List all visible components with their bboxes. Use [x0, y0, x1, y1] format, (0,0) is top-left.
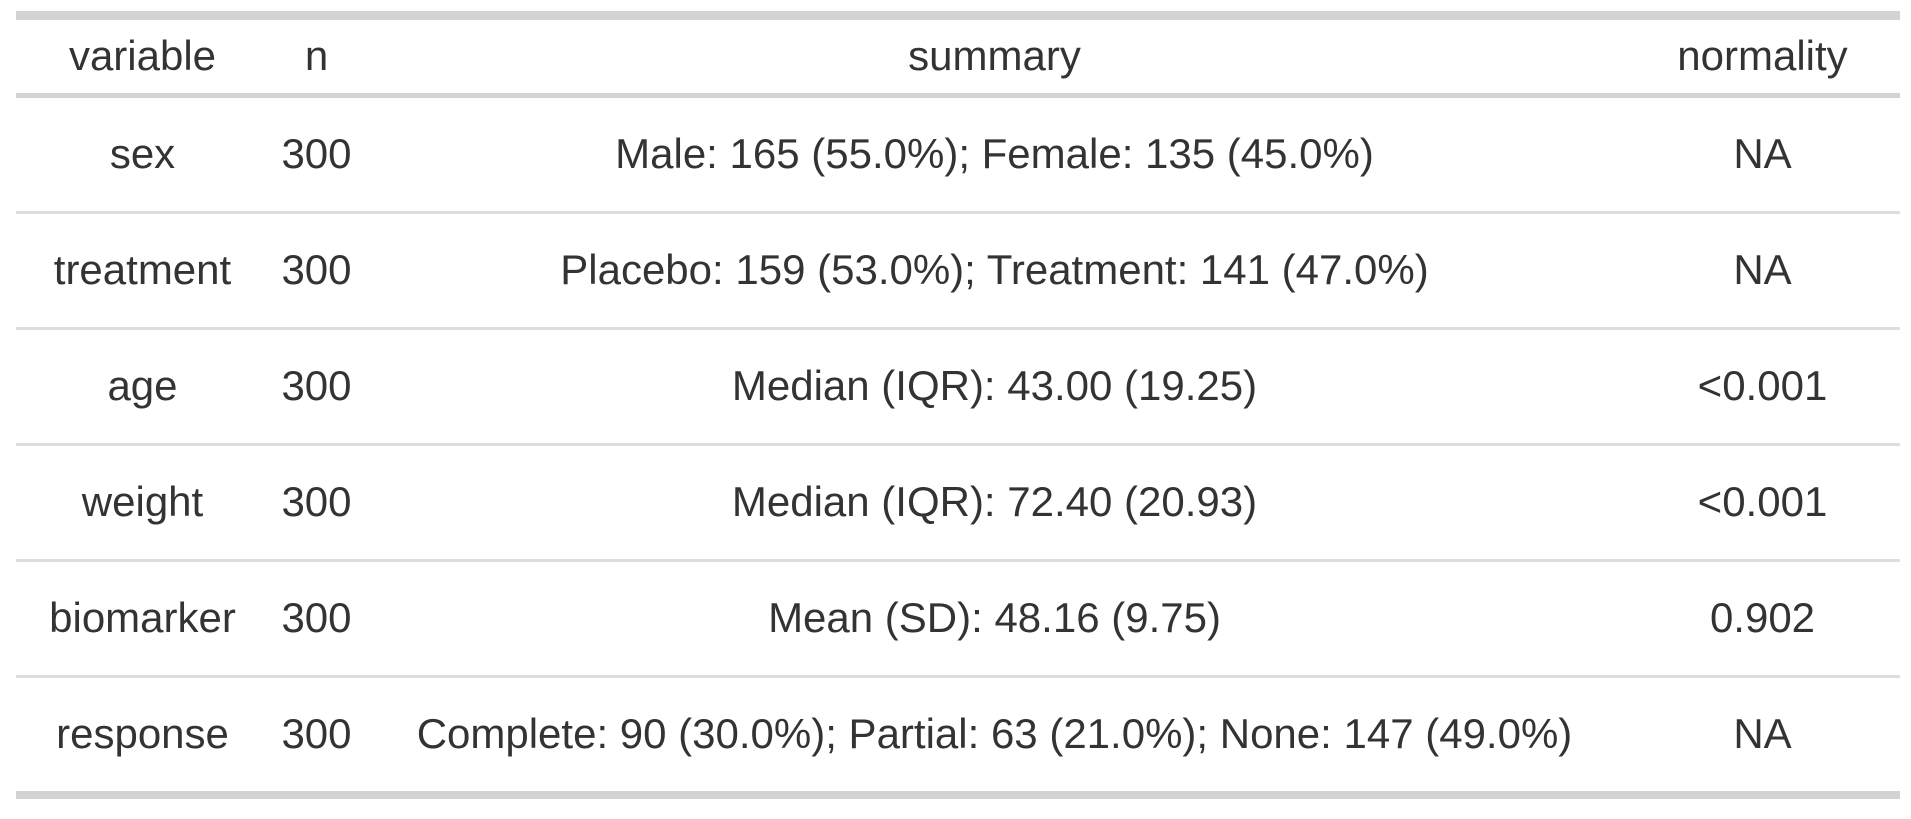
cell-n: 300 — [281, 478, 352, 526]
column-header-normality: normality — [1677, 32, 1848, 80]
cell-variable: weight — [81, 478, 204, 526]
cell-normality: NA — [1733, 130, 1792, 178]
cell-summary: Median (IQR): 43.00 (19.25) — [731, 362, 1258, 410]
cell-summary: Male: 165 (55.0%); Female: 135 (45.0%) — [615, 130, 1374, 178]
table-row: sex 300 Male: 165 (55.0%); Female: 135 (… — [16, 96, 1900, 213]
cell-summary: Median (IQR): 72.40 (20.93) — [731, 478, 1258, 526]
column-header-summary: summary — [908, 32, 1081, 80]
table-row: age 300 Median (IQR): 43.00 (19.25) <0.0… — [16, 329, 1900, 445]
cell-normality: <0.001 — [1697, 362, 1828, 410]
table-container: variable n summary normality sex 300 Mal… — [16, 11, 1900, 799]
cell-summary: Complete: 90 (30.0%); Partial: 63 (21.0%… — [416, 710, 1573, 758]
table-row: response 300 Complete: 90 (30.0%); Parti… — [16, 677, 1900, 795]
cell-n: 300 — [281, 362, 352, 410]
cell-variable: biomarker — [49, 594, 236, 642]
table-row: biomarker 300 Mean (SD): 48.16 (9.75) 0.… — [16, 561, 1900, 677]
cell-variable: response — [56, 710, 229, 758]
cell-n: 300 — [281, 246, 352, 294]
table-row: treatment 300 Placebo: 159 (53.0%); Trea… — [16, 213, 1900, 329]
cell-normality: 0.902 — [1709, 594, 1816, 642]
cell-summary: Mean (SD): 48.16 (9.75) — [768, 594, 1221, 642]
cell-variable: age — [107, 362, 178, 410]
cell-variable: treatment — [53, 246, 232, 294]
cell-normality: <0.001 — [1697, 478, 1828, 526]
header-row: variable n summary normality — [16, 15, 1900, 96]
column-header-n: n — [304, 32, 329, 80]
cell-normality: NA — [1733, 246, 1792, 294]
cell-n: 300 — [281, 710, 352, 758]
summary-table: variable n summary normality sex 300 Mal… — [16, 11, 1900, 799]
cell-n: 300 — [281, 130, 352, 178]
column-header-variable: variable — [68, 32, 217, 80]
table-row: weight 300 Median (IQR): 72.40 (20.93) <… — [16, 445, 1900, 561]
cell-normality: NA — [1733, 710, 1792, 758]
cell-summary: Placebo: 159 (53.0%); Treatment: 141 (47… — [560, 246, 1429, 294]
cell-n: 300 — [281, 594, 352, 642]
cell-variable: sex — [109, 130, 176, 178]
